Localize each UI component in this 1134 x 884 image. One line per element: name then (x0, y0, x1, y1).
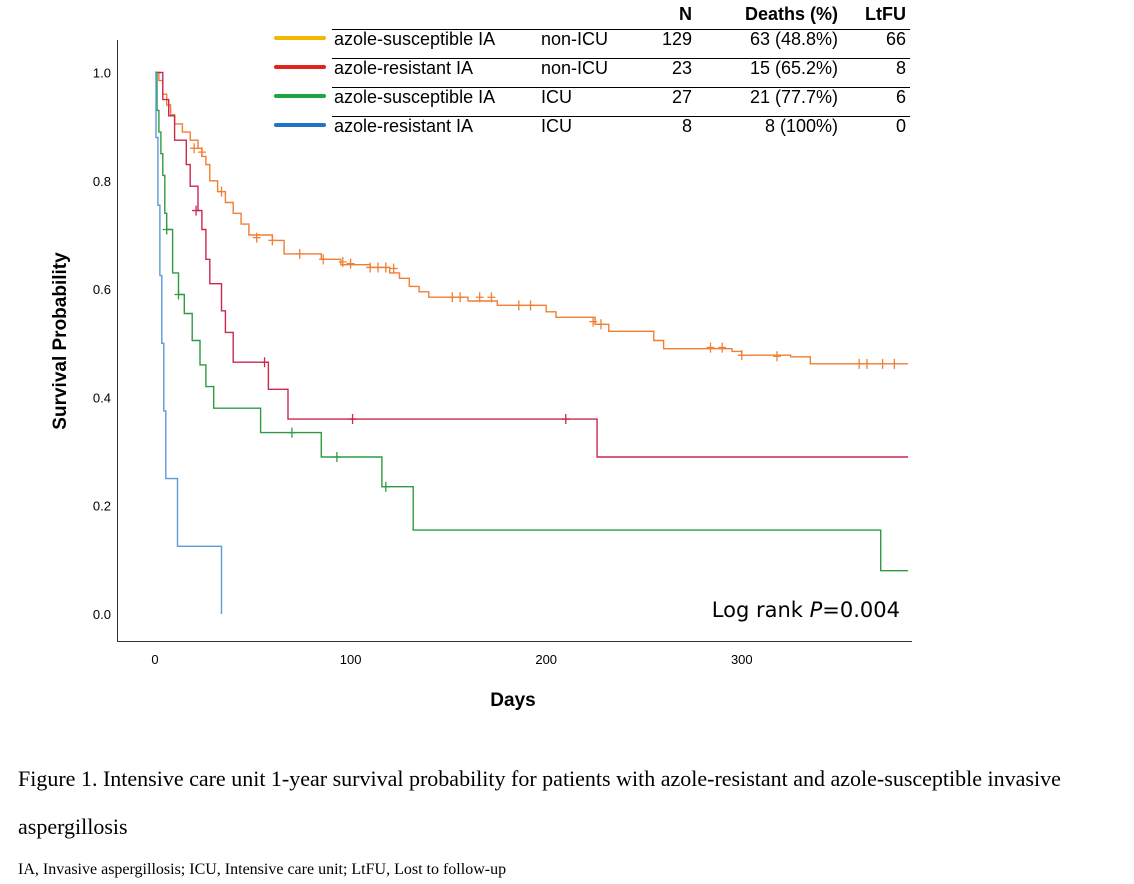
legend-header-deaths: Deaths (%) (745, 4, 838, 24)
censor-mark (456, 292, 465, 303)
survival-curve-3 (155, 71, 909, 572)
censor-mark (217, 186, 226, 197)
legend-deaths: 21 (77.7%) (750, 87, 838, 107)
x-tick-label: 0 (151, 652, 158, 667)
legend-series-name: azole-susceptible IA (334, 87, 495, 107)
legend-group: non-ICU (541, 58, 608, 78)
y-tick-label: 0.6 (93, 282, 111, 297)
log-rank-p: P (810, 598, 823, 622)
censor-mark (862, 358, 871, 369)
survival-curves (155, 71, 909, 614)
legend-n: 27 (672, 87, 692, 107)
censor-mark (561, 414, 570, 425)
legend-series-name: azole-resistant IA (334, 116, 473, 136)
legend: N Deaths (%) LtFU azole-susceptible IA non-I… (274, 4, 910, 136)
censor-mark (348, 414, 357, 425)
censor-mark (338, 257, 347, 268)
censor-mark (381, 481, 390, 492)
legend-series-name: azole-susceptible IA (334, 29, 495, 49)
censor-mark (514, 300, 523, 311)
censor-mark (346, 258, 355, 269)
x-tick-label: 300 (731, 652, 753, 667)
censor-mark (366, 262, 375, 273)
legend-n: 8 (682, 116, 692, 136)
legend-ltfu: 66 (886, 29, 906, 49)
legend-ltfu: 8 (896, 58, 906, 78)
censor-mark (706, 342, 715, 353)
censor-mark (389, 263, 398, 274)
censor-mark (268, 235, 277, 246)
log-rank-prefix: Log rank (712, 598, 810, 622)
x-tick-label: 200 (535, 652, 557, 667)
log-rank-annotation: Log rank P=0.004 (712, 598, 900, 622)
censor-mark (855, 358, 864, 369)
y-axis-title: Survival Probability (50, 252, 71, 430)
censor-mark (252, 232, 261, 243)
y-tick-label: 0.0 (93, 607, 111, 622)
censor-mark (295, 248, 304, 259)
censor-mark (197, 147, 206, 158)
censor-mark (192, 205, 201, 216)
y-tick-label: 1.0 (93, 66, 111, 81)
legend-n: 129 (662, 29, 692, 49)
censor-mark (773, 351, 782, 362)
censor-mark (319, 254, 328, 265)
censor-mark (448, 292, 457, 303)
censor-mark (596, 319, 605, 330)
figure-caption: Figure 1. Intensive care unit 1-year sur… (18, 766, 1061, 839)
censor-mark (190, 143, 199, 154)
axis-ticks: 0 100 200 300 0.0 0.2 0.4 0.6 0.8 1.0 (93, 66, 753, 668)
censor-mark (381, 262, 390, 273)
censor-mark (878, 358, 887, 369)
survival-chart: 0 100 200 300 0.0 0.2 0.4 0.6 0.8 1.0 Days Surviv… (50, 4, 912, 711)
censor-mark (890, 358, 899, 369)
x-axis-title: Days (490, 690, 535, 711)
legend-header-n: N (679, 4, 692, 24)
y-tick-label: 0.4 (93, 390, 111, 405)
censor-mark (718, 342, 727, 353)
censor-mark (287, 427, 296, 438)
censor-mark (475, 292, 484, 303)
survival-curve-2 (155, 71, 909, 458)
legend-deaths: 15 (65.2%) (750, 58, 838, 78)
legend-n: 23 (672, 58, 692, 78)
legend-group: ICU (541, 116, 572, 136)
figure-footnote: IA, Invasive aspergillosis; ICU, Intensi… (18, 861, 507, 878)
censor-mark (737, 350, 746, 361)
chart-axes (117, 40, 912, 642)
legend-ltfu: 6 (896, 87, 906, 107)
legend-header-ltfu: LtFU (865, 4, 906, 24)
censor-mark (487, 292, 496, 303)
legend-series-name: azole-resistant IA (334, 58, 473, 78)
survival-curve-1 (155, 71, 909, 365)
censor-mark (373, 262, 382, 273)
censor-mark (332, 451, 341, 462)
censor-mark (526, 300, 535, 311)
legend-deaths: 63 (48.8%) (750, 29, 838, 49)
log-rank-value: =0.004 (822, 598, 900, 622)
y-tick-label: 0.2 (93, 499, 111, 514)
survival-curve-4 (155, 71, 223, 614)
censor-mark (162, 224, 171, 235)
x-tick-label: 100 (340, 652, 362, 667)
legend-group: ICU (541, 87, 572, 107)
legend-deaths: 8 (100%) (765, 116, 838, 136)
censor-mark (174, 289, 183, 300)
censor-mark (589, 316, 598, 327)
y-tick-label: 0.8 (93, 174, 111, 189)
legend-ltfu: 0 (896, 116, 906, 136)
legend-group: non-ICU (541, 29, 608, 49)
censor-mark (260, 357, 269, 368)
